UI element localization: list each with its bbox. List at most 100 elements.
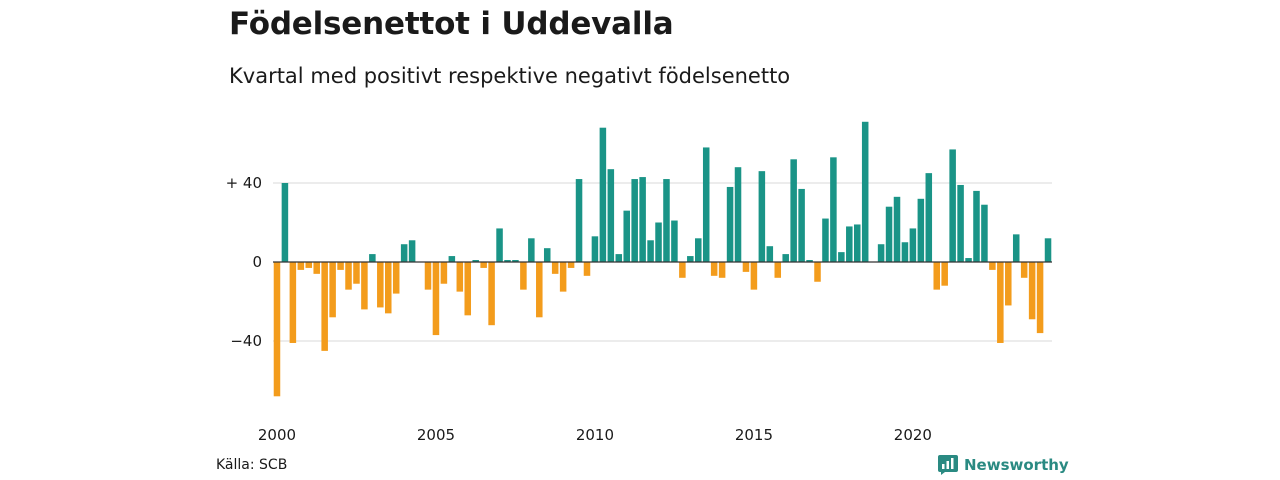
y-tick-label: −40	[230, 332, 262, 350]
x-axis-ticks: 2000 2005 2010 2015 2020	[258, 426, 932, 444]
bar	[543, 248, 551, 263]
bar	[353, 262, 360, 284]
bar	[710, 262, 718, 276]
bar	[909, 228, 917, 263]
bar	[647, 240, 654, 263]
bar	[337, 262, 344, 270]
bars	[273, 121, 1052, 397]
bar	[496, 228, 503, 263]
bar	[607, 169, 615, 263]
bar	[559, 262, 567, 292]
bar	[814, 262, 821, 282]
bar	[305, 262, 313, 268]
x-tick-label: 2015	[735, 426, 773, 444]
bar	[774, 262, 782, 278]
bar	[488, 262, 495, 326]
y-axis-ticks: + 40 0 −40	[226, 174, 262, 350]
bar	[631, 179, 638, 262]
bar	[583, 262, 591, 276]
bar	[289, 262, 297, 343]
bar	[639, 177, 646, 262]
bar	[361, 262, 368, 310]
bar	[941, 262, 948, 286]
x-tick-label: 2000	[258, 426, 296, 444]
bar	[973, 190, 980, 262]
bar	[758, 171, 766, 262]
bar	[599, 127, 607, 262]
bar	[885, 206, 893, 262]
bar	[1036, 262, 1044, 334]
bar	[766, 246, 774, 262]
bar	[440, 262, 448, 284]
bar	[933, 262, 940, 290]
bar	[520, 262, 527, 290]
bar	[273, 262, 281, 397]
bar	[591, 236, 599, 262]
bar	[1012, 234, 1020, 262]
brand-logo: Newsworthy	[938, 455, 1069, 475]
bar	[663, 179, 670, 262]
bar	[917, 198, 925, 262]
x-tick-label: 2010	[576, 426, 614, 444]
bar	[877, 244, 885, 262]
newsworthy-logo-icon	[938, 455, 958, 475]
bar	[957, 184, 964, 262]
bar	[830, 157, 837, 262]
bar	[329, 262, 336, 318]
bar	[726, 186, 734, 262]
bar	[853, 224, 861, 262]
bar	[679, 262, 686, 278]
bar	[448, 256, 456, 262]
bar	[925, 173, 933, 263]
bar	[551, 262, 559, 274]
bar	[1044, 238, 1052, 262]
bar	[512, 260, 519, 262]
bar	[750, 262, 758, 290]
source-note: Källa: SCB	[216, 457, 288, 473]
bar	[536, 262, 543, 318]
bar	[846, 226, 853, 262]
bar	[369, 254, 376, 262]
bar	[385, 262, 392, 314]
bar	[806, 260, 813, 262]
bar	[901, 242, 909, 262]
bar	[575, 179, 583, 262]
bar	[567, 262, 575, 268]
bar	[321, 262, 328, 351]
bar	[281, 183, 289, 262]
bar	[615, 254, 623, 262]
bar	[702, 147, 710, 262]
bar	[655, 222, 662, 262]
bar	[464, 262, 472, 316]
bar	[742, 262, 750, 272]
y-tick-label: + 40	[226, 174, 262, 192]
bar	[456, 262, 464, 292]
x-tick-label: 2005	[417, 426, 455, 444]
bar	[1005, 262, 1012, 306]
bar	[949, 149, 956, 263]
bar	[997, 262, 1004, 343]
bar	[822, 218, 829, 262]
bar	[718, 262, 726, 278]
bar	[432, 262, 440, 336]
bar	[528, 238, 535, 262]
bar	[472, 260, 479, 262]
bar	[989, 262, 996, 270]
bar	[965, 258, 972, 262]
bar	[504, 260, 511, 262]
bar	[798, 188, 805, 263]
bar	[838, 252, 845, 263]
bar	[782, 254, 789, 262]
bar	[480, 262, 487, 268]
bar	[893, 196, 901, 262]
bar	[734, 167, 742, 262]
bar	[1028, 262, 1036, 320]
brand-name: Newsworthy	[964, 456, 1069, 474]
bar	[408, 240, 416, 263]
bar	[377, 262, 384, 308]
chart-title: Födelsenettot i Uddevalla	[229, 6, 674, 42]
bar	[671, 220, 678, 263]
x-tick-label: 2020	[894, 426, 932, 444]
grid-lines	[273, 182, 1052, 342]
